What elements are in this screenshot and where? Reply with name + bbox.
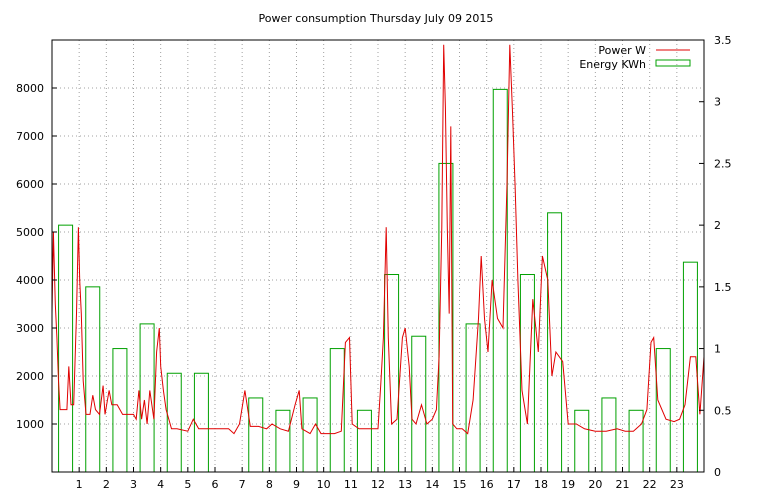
x-tick-label: 20 <box>588 478 602 491</box>
y-left-tick-label: 7000 <box>16 130 44 143</box>
energy-box <box>682 261 698 473</box>
x-tick-label: 13 <box>398 478 412 491</box>
y-left-tick-label: 1000 <box>16 418 44 431</box>
x-tick-label: 8 <box>266 478 273 491</box>
legend-label-energy: Energy KWh <box>579 58 646 71</box>
legend-swatch-energy <box>655 59 691 67</box>
x-tick-label: 14 <box>425 478 439 491</box>
y-right-tick-label: 0 <box>714 466 721 479</box>
x-tick-label: 16 <box>480 478 494 491</box>
y-right-tick-label: 2.5 <box>714 157 732 170</box>
y-right-tick-label: 3.5 <box>714 34 732 47</box>
power-series-line <box>51 44 705 435</box>
energy-box <box>574 409 590 473</box>
x-tick-label: 15 <box>453 478 467 491</box>
energy-box <box>302 397 318 473</box>
x-tick-label: 11 <box>344 478 358 491</box>
y-right-tick-label: 1.5 <box>714 281 732 294</box>
energy-box <box>492 88 508 473</box>
energy-box <box>58 224 74 473</box>
grid <box>52 40 704 472</box>
energy-box <box>193 372 209 473</box>
legend-label-power: Power W <box>598 44 646 57</box>
x-tick-label: 22 <box>643 478 657 491</box>
x-tick-label: 9 <box>293 478 300 491</box>
y-right-tick-label: 3 <box>714 96 721 109</box>
energy-box <box>248 397 264 473</box>
energy-box <box>139 323 155 473</box>
x-tick-label: 2 <box>103 478 110 491</box>
legend: Power W Energy KWh <box>579 44 691 71</box>
energy-box <box>438 162 454 473</box>
energy-box <box>547 212 563 473</box>
y-right-axis-ticks: 0 0.5 1 1.5 2 2.5 3 3.5 <box>699 34 732 479</box>
y-right-tick-label: 2 <box>714 219 721 232</box>
energy-box <box>655 348 671 473</box>
y-left-tick-label: 3000 <box>16 322 44 335</box>
energy-box <box>411 335 427 473</box>
y-right-tick-label: 0.5 <box>714 404 732 417</box>
x-tick-label: 5 <box>184 478 191 491</box>
x-tick-label: 1 <box>76 478 83 491</box>
y-left-tick-label: 6000 <box>16 178 44 191</box>
y-left-tick-label: 8000 <box>16 82 44 95</box>
x-tick-label: 18 <box>534 478 548 491</box>
x-axis-ticks: 1 2 3 4 5 6 7 8 9 10 11 12 13 14 15 16 17 18 19 20 21 22 23 <box>76 467 684 491</box>
x-tick-label: 17 <box>507 478 521 491</box>
y-left-tick-label: 5000 <box>16 226 44 239</box>
chart-title: Power consumption Thursday July 09 2015 <box>259 12 494 25</box>
x-tick-label: 7 <box>239 478 246 491</box>
energy-box <box>85 286 101 473</box>
x-tick-label: 6 <box>212 478 219 491</box>
y-right-tick-label: 1 <box>714 343 721 356</box>
x-tick-label: 23 <box>670 478 684 491</box>
x-tick-label: 3 <box>130 478 137 491</box>
x-tick-label: 12 <box>371 478 385 491</box>
x-tick-label: 10 <box>317 478 331 491</box>
x-tick-label: 4 <box>157 478 164 491</box>
energy-box <box>384 274 400 473</box>
energy-box <box>356 409 372 473</box>
energy-box <box>275 409 291 473</box>
y-left-tick-label: 2000 <box>16 370 44 383</box>
x-tick-label: 19 <box>561 478 575 491</box>
y-left-axis-ticks: 1000 2000 3000 4000 5000 6000 7000 8000 <box>16 82 57 431</box>
energy-box <box>628 409 644 473</box>
energy-box <box>601 397 617 473</box>
x-tick-label: 21 <box>616 478 630 491</box>
y-left-tick-label: 4000 <box>16 274 44 287</box>
